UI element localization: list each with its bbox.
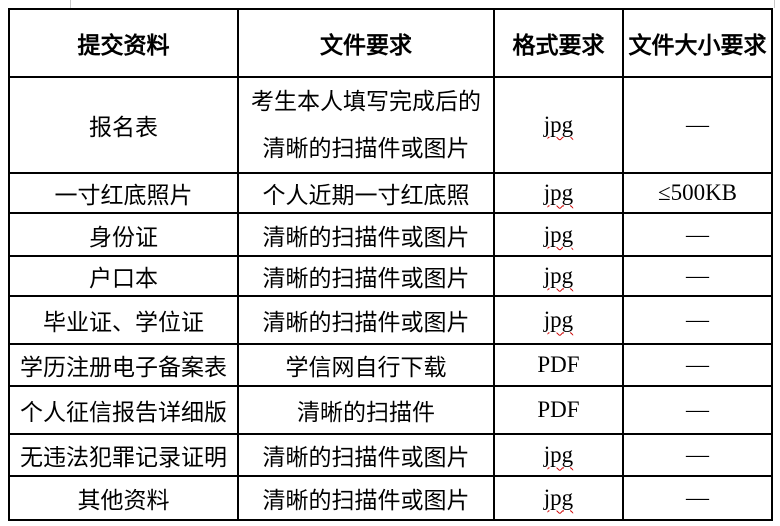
requirements-table: 提交资料 文件要求 格式要求 文件大小要求 报名表 考生本人填写完成后的 清晰的…: [8, 8, 773, 522]
size-cell: —: [622, 385, 773, 436]
requirement-cell: 考生本人填写完成后的 清晰的扫描件或图片: [237, 75, 495, 175]
requirement-cell: 清晰的扫描件或图片: [237, 475, 495, 522]
format-cell: PDF: [493, 343, 624, 388]
format-value: PDF: [537, 397, 580, 423]
material-cell: 个人征信报告详细版: [8, 385, 239, 436]
material-cell: 户口本: [8, 255, 239, 298]
format-value: jpg: [543, 442, 574, 468]
format-value: PDF: [537, 352, 580, 378]
format-cell: jpg: [493, 75, 624, 175]
table-header-row: 提交资料 文件要求 格式要求 文件大小要求: [8, 8, 773, 78]
format-cell: jpg: [493, 475, 624, 522]
material-cell: 身份证: [8, 212, 239, 258]
table-row: 身份证 清晰的扫描件或图片 jpg —: [8, 212, 773, 258]
table-row: 报名表 考生本人填写完成后的 清晰的扫描件或图片 jpg —: [8, 75, 773, 175]
table-row: 一寸红底照片 个人近期一寸红底照 jpg ≤500KB: [8, 172, 773, 215]
page-artifact-line-left: [70, 0, 71, 9]
size-cell: —: [622, 212, 773, 258]
requirement-cell: 学信网自行下载: [237, 343, 495, 388]
table-row: 学历注册电子备案表 学信网自行下载 PDF —: [8, 343, 773, 388]
requirement-cell: 清晰的扫描件或图片: [237, 255, 495, 298]
format-value: jpg: [543, 263, 574, 289]
size-cell: —: [622, 433, 773, 478]
table-row: 毕业证、学位证 清晰的扫描件或图片 jpg —: [8, 295, 773, 346]
size-cell: —: [622, 75, 773, 175]
format-value: jpg: [543, 307, 574, 333]
size-cell: —: [622, 343, 773, 388]
header-size-requirement: 文件大小要求: [622, 8, 773, 78]
format-value: jpg: [543, 221, 574, 247]
header-material: 提交资料: [8, 8, 239, 78]
requirement-cell: 个人近期一寸红底照: [237, 172, 495, 215]
requirement-cell: 清晰的扫描件或图片: [237, 295, 495, 346]
format-cell: jpg: [493, 172, 624, 215]
material-cell: 其他资料: [8, 475, 239, 522]
header-format-requirement: 格式要求: [493, 8, 624, 78]
format-cell: jpg: [493, 255, 624, 298]
format-value: jpg: [543, 112, 574, 138]
size-cell: —: [622, 255, 773, 298]
material-cell: 无违法犯罪记录证明: [8, 433, 239, 478]
format-cell: jpg: [493, 212, 624, 258]
format-cell: jpg: [493, 295, 624, 346]
table-row: 户口本 清晰的扫描件或图片 jpg —: [8, 255, 773, 298]
table-row: 无违法犯罪记录证明 清晰的扫描件或图片 jpg —: [8, 433, 773, 478]
requirement-cell: 清晰的扫描件或图片: [237, 212, 495, 258]
format-value: jpg: [543, 485, 574, 511]
material-cell: 报名表: [8, 75, 239, 175]
material-cell: 一寸红底照片: [8, 172, 239, 215]
material-cell: 毕业证、学位证: [8, 295, 239, 346]
format-value: jpg: [543, 180, 574, 206]
requirement-cell: 清晰的扫描件: [237, 385, 495, 436]
size-cell: —: [622, 475, 773, 522]
format-cell: jpg: [493, 433, 624, 478]
format-cell: PDF: [493, 385, 624, 436]
requirement-cell: 清晰的扫描件或图片: [237, 433, 495, 478]
header-file-requirement: 文件要求: [237, 8, 495, 78]
size-cell: —: [622, 295, 773, 346]
table-row: 其他资料 清晰的扫描件或图片 jpg —: [8, 475, 773, 522]
table-row: 个人征信报告详细版 清晰的扫描件 PDF —: [8, 385, 773, 436]
size-cell: ≤500KB: [622, 172, 773, 215]
page-artifact-line-right: [774, 0, 775, 8]
material-cell: 学历注册电子备案表: [8, 343, 239, 388]
